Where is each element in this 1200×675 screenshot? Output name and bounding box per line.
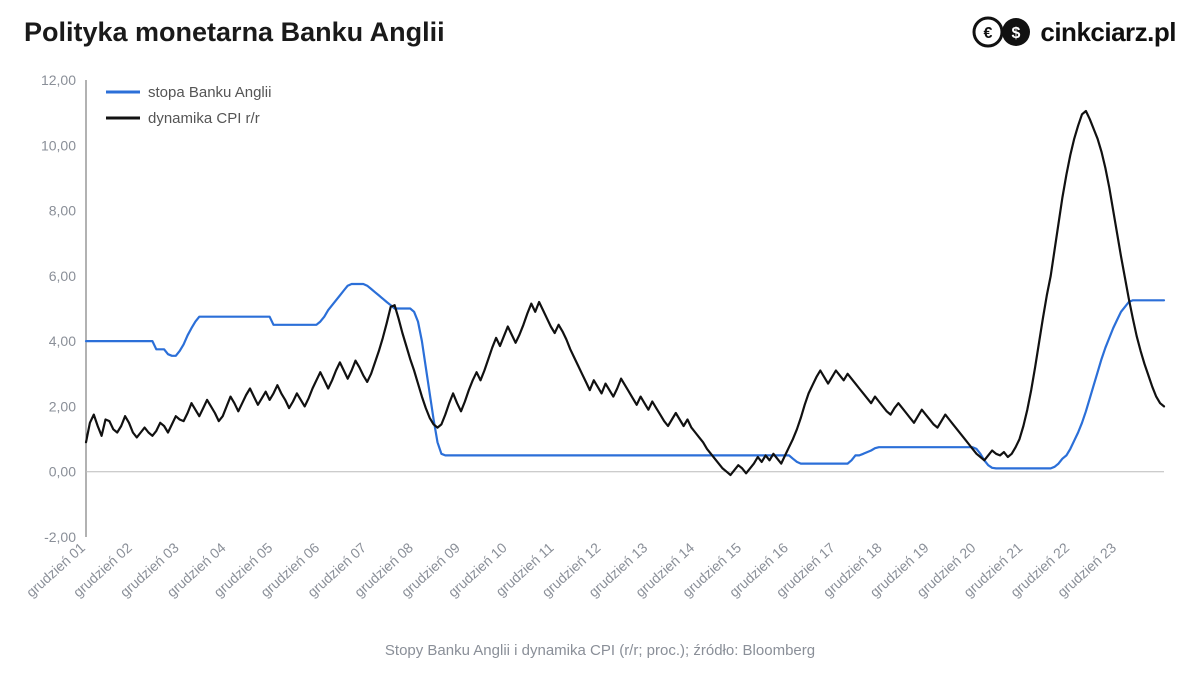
series-0 — [86, 284, 1164, 468]
legend: stopa Banku Anglii dynamika CPI r/r — [106, 84, 271, 127]
y-tick-label: 8,00 — [49, 203, 76, 219]
y-tick-label: 4,00 — [49, 333, 76, 349]
brand-text: cinkciarz.pl — [1040, 17, 1176, 48]
chart-header: Polityka monetarna Banku Anglii € $ cink… — [0, 0, 1200, 48]
y-tick-label: -2,00 — [44, 529, 76, 545]
chart-area: -2,000,002,004,006,008,0010,0012,00grudz… — [24, 72, 1176, 625]
y-tick-label: 6,00 — [49, 268, 76, 284]
chart-title: Polityka monetarna Banku Anglii — [24, 17, 445, 48]
y-tick-label: 10,00 — [41, 137, 76, 153]
y-tick-label: 12,00 — [41, 72, 76, 88]
brand-icon: € $ — [972, 16, 1034, 48]
svg-text:€: € — [984, 25, 993, 42]
legend-label: dynamika CPI r/r — [148, 110, 260, 127]
series-1 — [86, 111, 1164, 475]
svg-text:$: $ — [1012, 25, 1021, 42]
y-tick-label: 0,00 — [49, 464, 76, 480]
line-chart: -2,000,002,004,006,008,0010,0012,00grudz… — [24, 72, 1176, 625]
y-tick-label: 2,00 — [49, 398, 76, 414]
legend-label: stopa Banku Anglii — [148, 84, 271, 101]
chart-caption: Stopy Banku Anglii i dynamika CPI (r/r; … — [0, 642, 1200, 659]
brand-logo: € $ cinkciarz.pl — [972, 16, 1176, 48]
